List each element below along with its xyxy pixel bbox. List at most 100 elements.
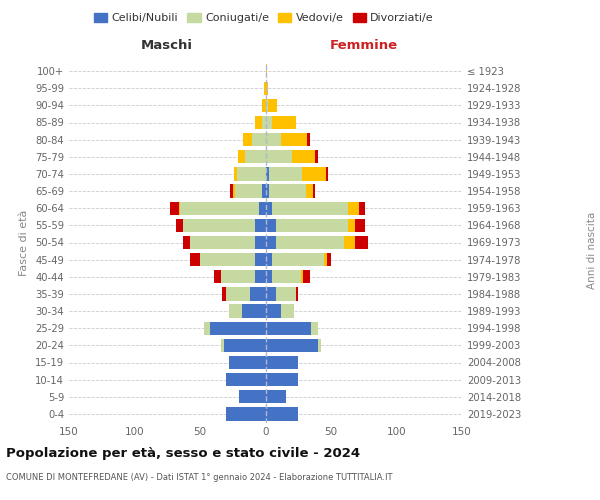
Bar	[255, 116, 262, 129]
Bar	[265, 167, 269, 180]
Bar	[229, 304, 242, 318]
Bar	[272, 270, 301, 283]
Bar	[259, 202, 265, 215]
Bar	[272, 253, 325, 266]
Bar	[265, 150, 292, 164]
Bar	[265, 270, 272, 283]
Bar	[296, 287, 298, 300]
Bar	[344, 236, 355, 249]
Bar	[255, 270, 265, 283]
Bar	[239, 390, 265, 404]
Bar	[281, 304, 295, 318]
Bar	[306, 184, 313, 198]
Legend: Celibi/Nubili, Coniugati/e, Vedovi/e, Divorziati/e: Celibi/Nubili, Coniugati/e, Vedovi/e, Di…	[89, 8, 439, 28]
Bar	[245, 150, 265, 164]
Bar	[211, 322, 265, 335]
Bar	[221, 270, 255, 283]
Text: Anni di nascita: Anni di nascita	[587, 212, 597, 288]
Bar	[238, 150, 245, 164]
Bar	[355, 218, 365, 232]
Bar	[235, 184, 262, 198]
Bar	[190, 236, 255, 249]
Text: COMUNE DI MONTEFREDANE (AV) - Dati ISTAT 1° gennaio 2024 - Elaborazione TUTTITAL: COMUNE DI MONTEFREDANE (AV) - Dati ISTAT…	[6, 472, 392, 482]
Bar	[230, 184, 233, 198]
Bar	[265, 356, 298, 369]
Bar	[226, 287, 250, 300]
Bar	[265, 184, 269, 198]
Y-axis label: Fasce di età: Fasce di età	[19, 210, 29, 276]
Bar	[264, 82, 265, 95]
Bar	[234, 167, 236, 180]
Bar	[183, 236, 190, 249]
Bar	[265, 116, 272, 129]
Bar	[269, 167, 302, 180]
Bar	[327, 253, 331, 266]
Bar	[253, 133, 265, 146]
Bar	[224, 338, 265, 352]
Bar	[355, 236, 368, 249]
Bar	[265, 373, 298, 386]
Bar	[265, 338, 318, 352]
Bar	[262, 98, 265, 112]
Bar	[265, 322, 311, 335]
Bar	[265, 407, 298, 420]
Bar	[221, 338, 224, 352]
Bar	[265, 253, 272, 266]
Bar	[179, 202, 181, 215]
Bar	[265, 218, 276, 232]
Bar	[170, 202, 179, 215]
Bar	[318, 338, 320, 352]
Bar	[348, 202, 359, 215]
Bar	[176, 218, 183, 232]
Bar	[255, 253, 265, 266]
Bar	[276, 287, 296, 300]
Bar	[326, 167, 328, 180]
Bar	[272, 202, 348, 215]
Bar	[183, 218, 255, 232]
Bar	[313, 184, 315, 198]
Bar	[181, 202, 259, 215]
Text: Popolazione per età, sesso e stato civile - 2024: Popolazione per età, sesso e stato civil…	[6, 448, 360, 460]
Bar	[281, 133, 307, 146]
Bar	[265, 390, 286, 404]
Text: Femmine: Femmine	[329, 39, 398, 52]
Bar	[311, 322, 318, 335]
Bar	[276, 236, 344, 249]
Text: Maschi: Maschi	[141, 39, 193, 52]
Bar	[265, 64, 267, 78]
Bar	[262, 184, 265, 198]
Bar	[255, 218, 265, 232]
Bar	[315, 150, 318, 164]
Bar	[233, 184, 235, 198]
Bar	[226, 373, 265, 386]
Bar	[222, 287, 226, 300]
Bar	[265, 236, 276, 249]
Bar	[214, 270, 221, 283]
Bar	[302, 167, 326, 180]
Bar	[359, 202, 365, 215]
Bar	[229, 356, 265, 369]
Bar	[242, 304, 265, 318]
Bar	[265, 202, 272, 215]
Bar	[226, 407, 265, 420]
Bar	[272, 116, 296, 129]
Bar	[307, 133, 310, 146]
Bar	[265, 82, 268, 95]
Bar	[325, 253, 327, 266]
Bar	[204, 322, 211, 335]
Bar	[250, 287, 265, 300]
Bar	[304, 270, 310, 283]
Bar	[265, 287, 276, 300]
Bar	[292, 150, 315, 164]
Bar	[348, 218, 355, 232]
Bar	[268, 98, 277, 112]
Bar	[243, 133, 253, 146]
Bar	[301, 270, 304, 283]
Bar	[276, 218, 348, 232]
Bar	[265, 133, 281, 146]
Bar	[200, 253, 255, 266]
Bar	[262, 116, 265, 129]
Bar	[265, 98, 268, 112]
Bar	[255, 236, 265, 249]
Bar	[236, 167, 265, 180]
